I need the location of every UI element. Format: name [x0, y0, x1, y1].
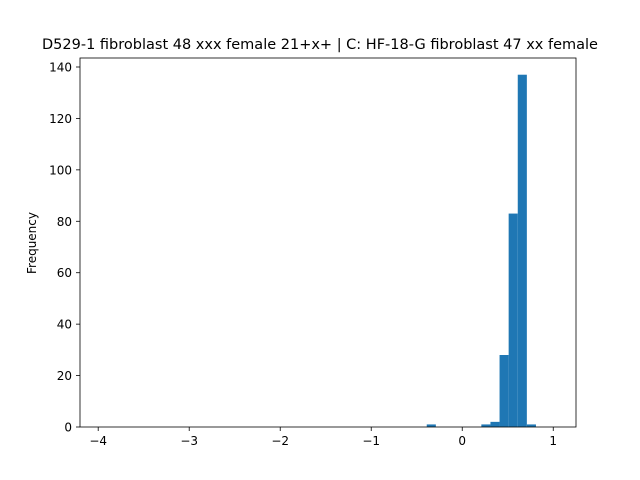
x-tick-label: −2 [271, 434, 289, 448]
x-tick-label: −3 [180, 434, 198, 448]
histogram-bar [508, 213, 518, 427]
histogram-bar [517, 74, 527, 427]
y-tick-label: 140 [49, 61, 72, 75]
histogram-bar [490, 421, 500, 427]
y-axis-label: Frequency [25, 212, 39, 274]
y-tick-label: 0 [64, 421, 72, 435]
y-tick-label: 120 [49, 112, 72, 126]
x-tick-label: 0 [458, 434, 466, 448]
x-tick-label: −4 [89, 434, 107, 448]
plot-frame [79, 57, 577, 428]
y-tick-label: 80 [57, 215, 72, 229]
x-tick-label: 1 [549, 434, 557, 448]
x-axis-ticks: −4 −3 −2 −1 0 1 [89, 427, 557, 448]
histogram-bar [426, 424, 436, 427]
histogram-bar [481, 424, 491, 427]
y-axis-ticks: 0 20 40 60 80 100 120 140 [49, 61, 80, 435]
y-tick-label: 100 [49, 163, 72, 177]
x-tick-label: −1 [362, 434, 380, 448]
histogram-bar [499, 355, 509, 427]
y-tick-label: 60 [57, 266, 72, 280]
histogram-bars [426, 74, 536, 427]
histogram-bar [526, 424, 536, 427]
chart-title: D529-1 fibroblast 48 xxx female 21+x+ | … [42, 37, 598, 53]
y-tick-label: 40 [57, 318, 72, 332]
y-tick-label: 20 [57, 369, 72, 383]
